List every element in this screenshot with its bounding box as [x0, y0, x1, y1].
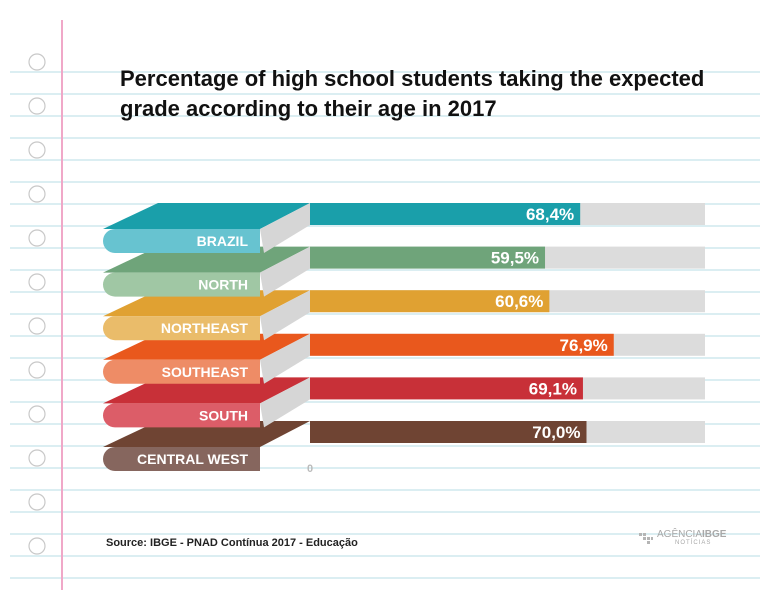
bar-ribbon-side: [260, 377, 310, 428]
category-label: SOUTHEAST: [162, 364, 249, 380]
binder-hole: [28, 537, 46, 555]
ibge-logo-icon: [639, 533, 653, 544]
binder-hole: [28, 405, 46, 423]
bar-row: NORTHEAST 60,6%: [103, 290, 705, 341]
data-label: 70,0%: [532, 423, 580, 442]
binder-hole: [28, 317, 46, 335]
bar-row: BRAZIL 68,4%: [103, 203, 705, 253]
bar-ribbon-side: [260, 203, 310, 253]
category-label-plate: [103, 403, 261, 428]
binder-hole: [28, 493, 46, 511]
binder-hole: [28, 229, 46, 247]
bar: [310, 421, 587, 443]
bar-ribbon-side: [260, 290, 310, 341]
category-label: NORTH: [198, 277, 248, 293]
bar-ribbon-top: [103, 246, 310, 273]
category-label-plate: [103, 447, 260, 471]
bar-row: NORTH 59,5%: [103, 246, 705, 297]
chart-title: Percentage of high school students takin…: [120, 66, 705, 121]
data-label: 59,5%: [491, 249, 539, 268]
bar: [310, 377, 583, 400]
binder-hole: [28, 141, 46, 159]
binder-hole: [28, 185, 46, 203]
binder-hole: [28, 273, 46, 291]
binder-hole: [28, 53, 46, 71]
binder-hole: [28, 361, 46, 379]
bar-ribbon-top: [103, 421, 310, 447]
source-note: Source: IBGE - PNAD Contínua 2017 - Educ…: [106, 537, 358, 549]
logo-word-ibge: IBGE: [702, 529, 727, 540]
bar-row: SOUTHEAST 76,9%: [103, 333, 705, 384]
category-label: SOUTH: [199, 407, 248, 423]
bar: [310, 246, 546, 269]
bar-row: CENTRAL WEST 70,0%: [103, 421, 705, 471]
bar: [310, 333, 614, 356]
bar-ribbon-side: [260, 333, 310, 384]
agencia-ibge-logo: AGÊNCIAIBGE NOTÍCIAS: [638, 530, 726, 546]
bar-ribbon-top: [103, 290, 310, 317]
category-label: BRAZIL: [197, 233, 249, 249]
data-label: 60,6%: [495, 292, 543, 311]
bar-ribbon-side: [260, 246, 310, 297]
data-label: 76,9%: [560, 336, 608, 355]
bar-row: SOUTH 69,1%: [103, 377, 705, 428]
data-label: 69,1%: [529, 379, 577, 398]
bar-ribbon-top: [103, 333, 310, 360]
bar-ribbon-top: [103, 377, 310, 404]
category-label-plate: [103, 359, 261, 384]
bar: [310, 290, 550, 313]
bar: [310, 203, 581, 225]
category-label-plate: [103, 316, 261, 341]
axis-zero-label: 0: [307, 463, 313, 475]
binder-hole: [28, 97, 46, 115]
bar-ribbon-top: [103, 203, 310, 229]
category-label-plate: [103, 229, 260, 253]
data-label: 68,4%: [526, 205, 574, 224]
binder-hole: [28, 449, 46, 467]
category-label-plate: [103, 272, 261, 297]
logo-word-agencia: AGÊNCIA: [657, 529, 703, 540]
logo-word-noticias: NOTÍCIAS: [675, 540, 712, 546]
category-label: NORTHEAST: [161, 320, 249, 336]
category-label: CENTRAL WEST: [137, 451, 248, 467]
